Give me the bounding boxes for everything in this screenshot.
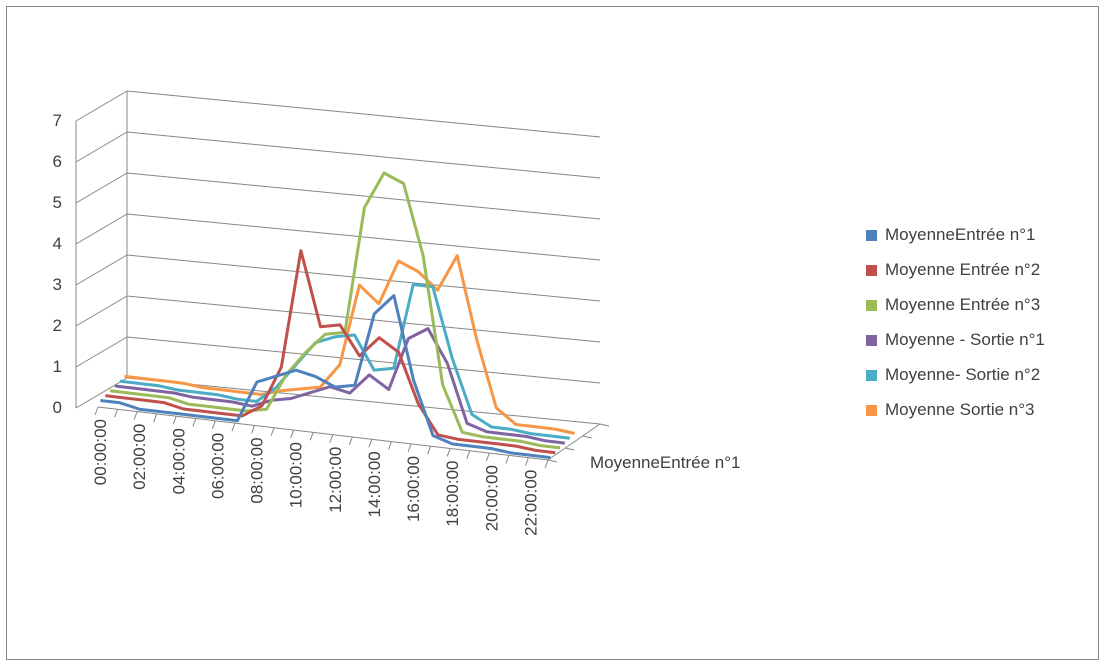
legend-label: Moyenne Entrée n°3 bbox=[885, 295, 1041, 314]
legend-swatch bbox=[866, 405, 877, 416]
depth-tick-mark bbox=[599, 423, 610, 427]
x-tick-mark bbox=[388, 441, 392, 450]
series-line bbox=[105, 249, 556, 455]
x-tick-mark bbox=[133, 411, 138, 420]
x-tick-mark bbox=[153, 413, 158, 423]
x-tick-label: 06:00:00 bbox=[208, 433, 227, 499]
gridline bbox=[126, 295, 601, 343]
legend-swatch bbox=[866, 230, 877, 241]
legend-label: Moyenne- Sortie n°2 bbox=[885, 365, 1041, 384]
legend-label: MoyenneEntrée n°1 bbox=[885, 225, 1036, 244]
gridline bbox=[126, 254, 601, 302]
x-tick-mark bbox=[524, 457, 529, 466]
legend-label: Moyenne - Sortie n°1 bbox=[885, 330, 1045, 349]
x-tick-label: 20:00:00 bbox=[482, 465, 501, 531]
legend-swatch bbox=[866, 265, 877, 276]
x-tick-mark bbox=[446, 448, 451, 457]
x-tick-mark bbox=[290, 429, 295, 439]
y-tick-label: 1 bbox=[53, 357, 62, 376]
legend-label: Moyenne Entrée n°2 bbox=[885, 260, 1041, 279]
side-wall-gridline bbox=[75, 172, 128, 204]
gridline bbox=[126, 172, 601, 220]
x-tick-mark bbox=[172, 416, 177, 425]
y-tick-label: 3 bbox=[53, 275, 62, 294]
depth-tick-mark bbox=[565, 447, 575, 451]
gridline bbox=[126, 213, 601, 261]
x-tick-label: 12:00:00 bbox=[326, 447, 345, 513]
x-tick-mark bbox=[94, 406, 99, 416]
legend-swatch bbox=[866, 335, 877, 346]
x-tick-label: 18:00:00 bbox=[443, 460, 462, 526]
x-tick-label: 04:00:00 bbox=[169, 428, 188, 494]
side-wall-gridline bbox=[75, 213, 128, 245]
legend-swatch bbox=[866, 370, 877, 381]
series-line bbox=[124, 254, 575, 435]
x-tick-mark bbox=[505, 455, 510, 464]
y-tick-label: 2 bbox=[53, 316, 62, 335]
x-tick-mark bbox=[466, 450, 471, 459]
series-line bbox=[100, 294, 551, 460]
x-tick-mark bbox=[348, 436, 353, 446]
gridline bbox=[126, 377, 601, 425]
floor-right-edge bbox=[547, 423, 601, 461]
x-tick-mark bbox=[309, 432, 314, 441]
x-tick-mark bbox=[329, 434, 334, 443]
chart-area bbox=[6, 6, 1099, 660]
x-tick-mark bbox=[485, 452, 490, 462]
y-tick-label: 5 bbox=[53, 193, 62, 212]
x-tick-label: 10:00:00 bbox=[287, 442, 306, 508]
gridline bbox=[126, 336, 601, 384]
y-tick-label: 4 bbox=[53, 234, 62, 253]
x-tick-mark bbox=[407, 443, 412, 453]
side-wall-gridline bbox=[75, 336, 128, 368]
x-tick-label: 00:00:00 bbox=[91, 419, 110, 485]
depth-axis-label: MoyenneEntrée n°1 bbox=[590, 453, 740, 472]
gridline bbox=[126, 90, 601, 138]
y-tick-label: 7 bbox=[53, 111, 62, 130]
x-tick-mark bbox=[544, 459, 549, 469]
x-tick-mark bbox=[368, 439, 373, 448]
x-tick-label: 16:00:00 bbox=[404, 456, 423, 522]
side-wall-gridline bbox=[75, 254, 128, 286]
series-line bbox=[109, 171, 561, 450]
side-wall-gridline bbox=[75, 131, 128, 163]
x-tick-mark bbox=[251, 425, 255, 434]
legend-label: Moyenne Sortie n°3 bbox=[885, 400, 1035, 419]
depth-tick-mark bbox=[582, 435, 592, 439]
side-wall-gridline bbox=[75, 295, 128, 327]
y-tick-label: 0 bbox=[53, 398, 62, 417]
side-wall-gridline bbox=[75, 90, 128, 122]
x-tick-mark bbox=[114, 409, 119, 418]
series-line bbox=[119, 283, 570, 440]
x-tick-mark bbox=[231, 422, 236, 432]
x-tick-label: 02:00:00 bbox=[130, 424, 149, 490]
gridline bbox=[126, 131, 601, 179]
series-line bbox=[114, 327, 566, 445]
x-tick-mark bbox=[211, 420, 216, 430]
x-tick-mark bbox=[270, 427, 275, 436]
x-tick-label: 08:00:00 bbox=[248, 437, 267, 503]
x-tick-label: 14:00:00 bbox=[365, 451, 384, 517]
x-tick-mark bbox=[427, 445, 432, 455]
legend-swatch bbox=[866, 300, 877, 311]
x-tick-mark bbox=[192, 418, 197, 427]
depth-tick-mark bbox=[547, 459, 558, 463]
y-tick-label: 6 bbox=[53, 152, 62, 171]
side-wall-gridline bbox=[75, 377, 128, 409]
floor-front-edge bbox=[97, 406, 549, 461]
x-tick-label: 22:00:00 bbox=[521, 470, 540, 536]
